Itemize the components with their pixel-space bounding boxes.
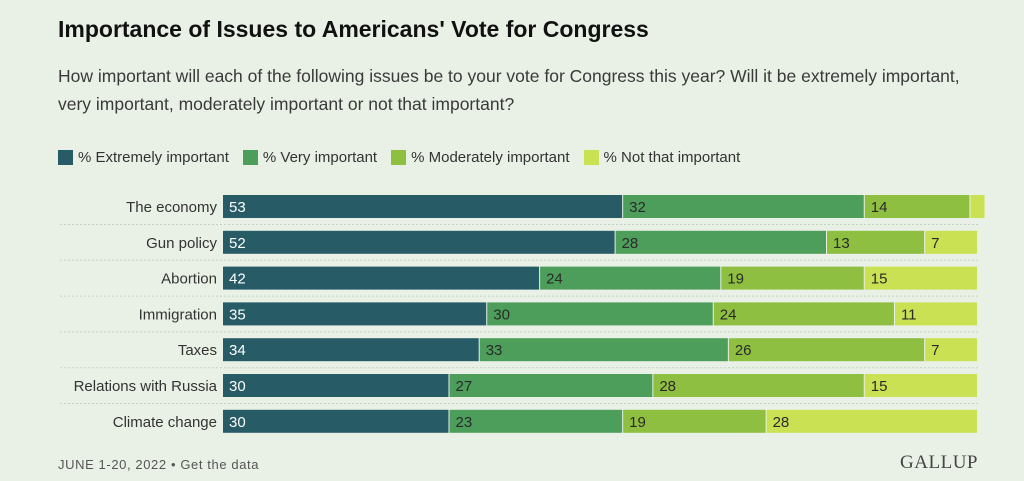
data-label-abortion-3: 19 — [727, 271, 744, 288]
data-label-gun-policy-2: 28 — [622, 235, 639, 252]
bar-segment-immigration-2 — [487, 302, 713, 326]
bar-segment-taxes-3 — [728, 338, 925, 362]
legend-label-moderately: % Moderately important — [411, 149, 570, 166]
category-label-relations-with-russia: Relations with Russia — [74, 378, 218, 395]
category-label-abortion: Abortion — [161, 271, 217, 288]
legend-swatch-not-that — [583, 150, 599, 165]
category-label-taxes: Taxes — [178, 342, 217, 359]
bar-segment-relations-with-russia-1 — [223, 374, 449, 397]
footer: JUNE 1-20, 2022 • Get the data — [58, 457, 259, 472]
stacked-bar-chart: The economy 53 32 14 Gun policy 52 28 13 7 Aborti… — [60, 195, 985, 433]
data-label-the-economy-1: 53 — [229, 199, 246, 216]
bar-segment-taxes-4 — [925, 338, 977, 362]
bar-segment-abortion-1 — [223, 266, 540, 290]
bar-segment-the-economy-4 — [970, 195, 985, 218]
category-label-immigration: Immigration — [139, 306, 217, 323]
legend-item-moderately: % Moderately important — [391, 149, 570, 166]
data-label-relations-with-russia-4: 15 — [871, 378, 888, 395]
chart-subtitle: How important will each of the following… — [58, 66, 960, 114]
legend-swatch-extremely — [58, 150, 73, 165]
data-label-taxes-4: 7 — [931, 342, 939, 359]
data-label-gun-policy-3: 13 — [833, 235, 850, 252]
legend-label-extremely: % Extremely important — [78, 149, 229, 166]
category-label-climate-change: Climate change — [113, 414, 217, 431]
bar-segment-immigration-4 — [894, 302, 977, 326]
data-label-relations-with-russia-1: 30 — [229, 378, 246, 395]
data-label-climate-change-4: 28 — [773, 414, 790, 431]
bar-segment-the-economy-1 — [223, 195, 623, 218]
footer-date: JUNE 1-20, 2022 — [58, 457, 167, 472]
bar-segment-climate-change-3 — [623, 409, 766, 433]
data-label-taxes-1: 34 — [229, 342, 246, 359]
data-label-relations-with-russia-2: 27 — [456, 378, 473, 395]
bar-segment-gun-policy-2 — [615, 230, 826, 254]
data-label-the-economy-3: 14 — [871, 199, 888, 216]
bar-segment-taxes-1 — [223, 338, 479, 362]
bar-segment-climate-change-1 — [223, 409, 449, 433]
legend: % Extremely important % Very important %… — [58, 149, 740, 166]
data-label-taxes-2: 33 — [486, 342, 503, 359]
bar-segment-immigration-3 — [713, 302, 894, 326]
data-label-abortion-1: 42 — [229, 271, 246, 288]
bar-segment-climate-change-4 — [766, 409, 977, 433]
category-label-the-economy: The economy — [126, 199, 217, 216]
data-label-gun-policy-4: 7 — [931, 235, 939, 252]
bar-segment-abortion-3 — [721, 266, 864, 290]
data-label-relations-with-russia-3: 28 — [659, 378, 676, 395]
data-label-abortion-4: 15 — [871, 271, 888, 288]
data-label-climate-change-3: 19 — [629, 414, 646, 431]
gallup-logo: GALLUP — [900, 452, 978, 473]
legend-swatch-very — [242, 150, 258, 165]
data-label-climate-change-2: 23 — [456, 414, 473, 431]
legend-label-very: % Very important — [262, 149, 378, 166]
bar-segment-taxes-2 — [479, 338, 728, 362]
bar-segment-abortion-4 — [864, 266, 977, 290]
footer-separator: • — [166, 457, 181, 472]
bar-segment-the-economy-3 — [864, 195, 970, 218]
data-label-taxes-3: 26 — [735, 342, 752, 359]
bar-segment-gun-policy-4 — [925, 230, 977, 254]
data-label-gun-policy-1: 52 — [229, 235, 246, 252]
data-label-immigration-2: 30 — [493, 306, 510, 323]
bar-segment-relations-with-russia-2 — [449, 374, 653, 397]
bar-segment-relations-with-russia-4 — [864, 374, 977, 397]
bar-segment-gun-policy-1 — [223, 230, 615, 254]
legend-label-not-that: % Not that important — [603, 149, 741, 166]
legend-item-very: % Very important — [242, 149, 378, 166]
data-label-immigration-3: 24 — [720, 306, 737, 323]
chart-title: Importance of Issues to Americans' Vote … — [58, 16, 649, 42]
data-label-immigration-4: 11 — [901, 306, 917, 323]
get-the-data-link[interactable]: Get the data — [180, 457, 260, 472]
legend-swatch-moderately — [391, 150, 407, 165]
category-label-gun-policy: Gun policy — [146, 235, 217, 252]
bar-segment-relations-with-russia-3 — [653, 374, 864, 397]
legend-item-extremely: % Extremely important — [58, 149, 229, 166]
bar-segment-the-economy-2 — [623, 195, 864, 218]
data-label-climate-change-1: 30 — [229, 414, 246, 431]
bar-segment-immigration-1 — [223, 302, 487, 326]
bar-segment-abortion-2 — [540, 266, 721, 290]
data-label-the-economy-2: 32 — [629, 199, 646, 216]
bar-segment-climate-change-2 — [449, 409, 623, 433]
legend-item-not-that: % Not that important — [583, 149, 741, 166]
data-label-immigration-1: 35 — [229, 306, 246, 323]
data-label-abortion-2: 24 — [546, 271, 563, 288]
bar-segment-gun-policy-3 — [827, 230, 925, 254]
